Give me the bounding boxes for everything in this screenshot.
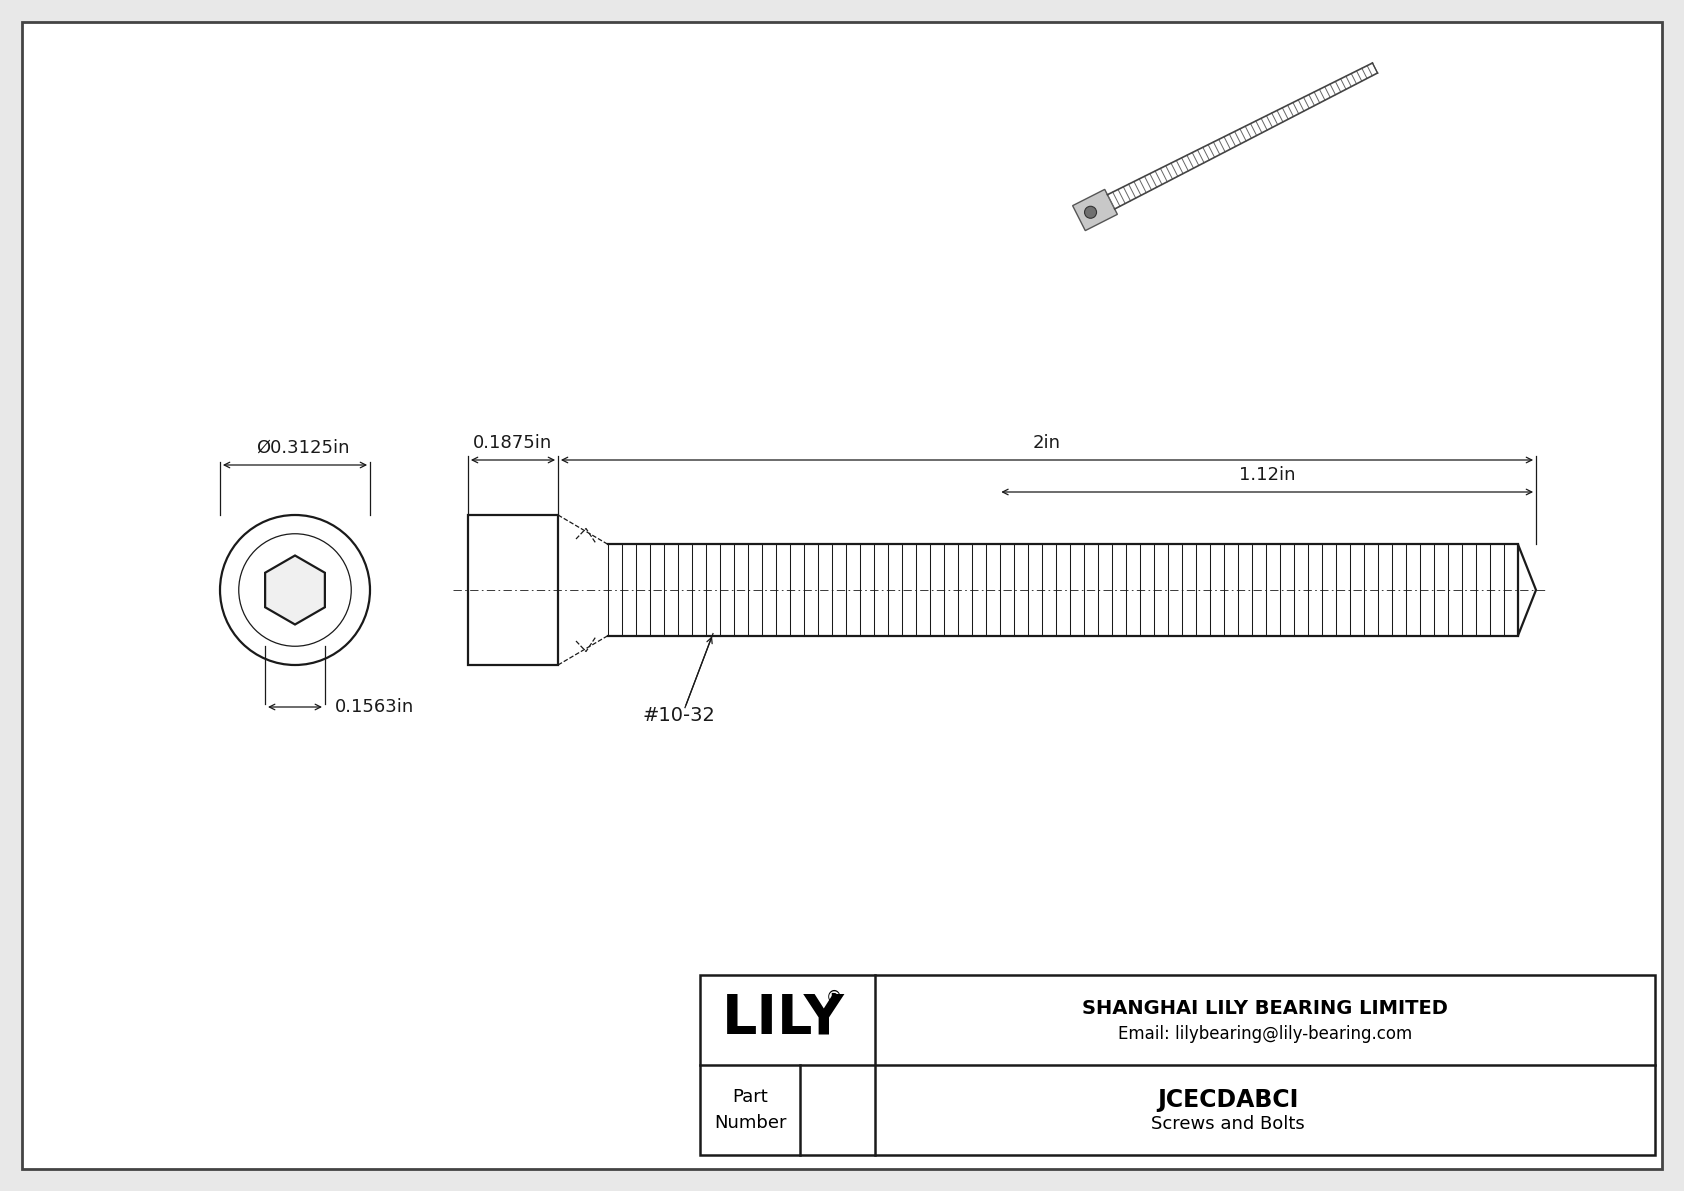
- Polygon shape: [1073, 189, 1118, 231]
- Text: 1.12in: 1.12in: [1239, 466, 1295, 484]
- Ellipse shape: [1084, 206, 1096, 218]
- Text: JCECDABCI: JCECDABCI: [1157, 1089, 1298, 1112]
- Text: #10-32: #10-32: [643, 706, 716, 725]
- Polygon shape: [1517, 544, 1536, 636]
- Bar: [701, 975, 1655, 1155]
- Text: 0.1875in: 0.1875in: [473, 434, 552, 453]
- Circle shape: [221, 515, 370, 665]
- Text: LILY: LILY: [722, 991, 845, 1045]
- Circle shape: [239, 534, 352, 647]
- Text: Part
Number: Part Number: [714, 1087, 786, 1133]
- Text: Ø0.3125in: Ø0.3125in: [256, 439, 350, 457]
- Text: 2in: 2in: [1032, 434, 1061, 453]
- Bar: [468, 515, 557, 665]
- Text: ®: ®: [827, 989, 842, 1008]
- Text: Email: lilybearing@lily-bearing.com: Email: lilybearing@lily-bearing.com: [1118, 1025, 1413, 1043]
- Polygon shape: [264, 555, 325, 624]
- Text: Screws and Bolts: Screws and Bolts: [1150, 1115, 1305, 1133]
- Text: 0.1563in: 0.1563in: [335, 698, 414, 716]
- Text: SHANGHAI LILY BEARING LIMITED: SHANGHAI LILY BEARING LIMITED: [1083, 998, 1448, 1017]
